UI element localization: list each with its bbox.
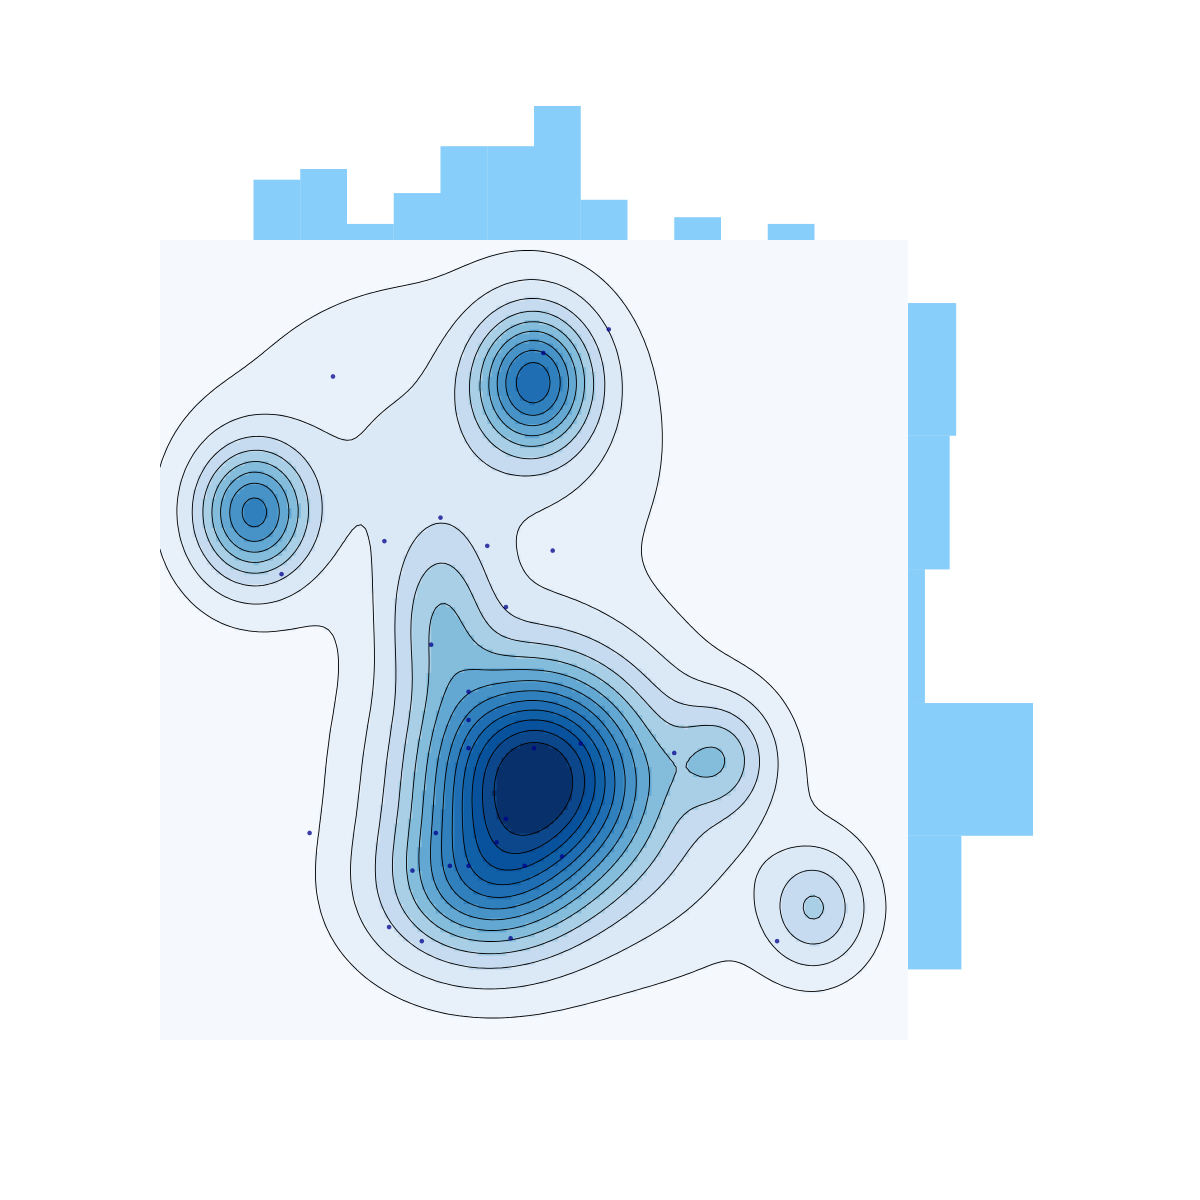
scatter-point bbox=[438, 515, 443, 520]
kde-contour-plot bbox=[160, 240, 908, 1040]
y-histogram-bar bbox=[908, 703, 1033, 836]
contour-line bbox=[229, 340, 637, 921]
scatter-point bbox=[466, 689, 471, 695]
scatter-point bbox=[559, 854, 565, 859]
scatter-point bbox=[428, 642, 434, 648]
contour-line bbox=[160, 249, 887, 1019]
scatter-point bbox=[433, 830, 439, 836]
scatter-point bbox=[503, 604, 509, 610]
density-contours bbox=[160, 249, 887, 1019]
x-histogram-bar bbox=[347, 223, 394, 240]
scatter-point bbox=[522, 863, 527, 869]
contour-line bbox=[471, 719, 596, 871]
contour-line bbox=[451, 361, 616, 898]
contour-line bbox=[202, 310, 825, 955]
scatter-points bbox=[279, 327, 780, 944]
contour-line bbox=[241, 349, 626, 910]
contour-line bbox=[220, 330, 651, 931]
x-histogram-bar bbox=[440, 146, 488, 240]
scatter-point bbox=[494, 840, 499, 845]
contour-line bbox=[481, 729, 586, 855]
x-histogram-bar bbox=[487, 146, 534, 240]
scatter-point bbox=[550, 548, 555, 553]
scatter-point bbox=[578, 741, 584, 746]
scatter-point bbox=[508, 936, 513, 941]
y-histogram-bar bbox=[908, 303, 957, 436]
scatter-point bbox=[330, 374, 336, 379]
y-histogram-bar bbox=[908, 835, 962, 970]
contour-line bbox=[176, 279, 865, 990]
contour-line bbox=[191, 297, 846, 969]
y-marginal-histogram bbox=[908, 303, 1033, 970]
x-histogram-bar bbox=[300, 168, 347, 240]
density-level-fill bbox=[491, 743, 572, 834]
scatter-point bbox=[466, 863, 471, 869]
contour-line bbox=[211, 321, 726, 942]
scatter-point bbox=[279, 571, 284, 577]
x-histogram-bar bbox=[674, 217, 721, 240]
scatter-point bbox=[307, 830, 312, 836]
x-histogram-bar bbox=[534, 106, 581, 240]
scatter-point bbox=[466, 717, 471, 723]
x-histogram-bar bbox=[253, 179, 301, 240]
scatter-point bbox=[671, 750, 677, 756]
x-histogram-bar bbox=[580, 199, 628, 240]
y-histogram-bar bbox=[908, 435, 950, 570]
scatter-point bbox=[466, 745, 471, 751]
scatter-point bbox=[419, 938, 425, 944]
scatter-point bbox=[382, 538, 387, 544]
contour-line bbox=[461, 709, 606, 886]
scatter-point bbox=[447, 863, 453, 869]
y-histogram-bar bbox=[908, 569, 925, 704]
x-histogram-bar bbox=[767, 223, 815, 240]
x-histogram-bar bbox=[393, 193, 441, 240]
scatter-point bbox=[541, 350, 546, 356]
scatter-point bbox=[606, 327, 612, 332]
x-marginal-histogram bbox=[253, 106, 815, 240]
scatter-point bbox=[484, 543, 490, 549]
scatter-point bbox=[503, 816, 509, 822]
contour-line bbox=[493, 742, 574, 836]
scatter-point bbox=[410, 868, 415, 873]
scatter-point bbox=[774, 938, 780, 944]
scatter-point bbox=[386, 924, 392, 930]
scatter-point bbox=[531, 745, 537, 751]
